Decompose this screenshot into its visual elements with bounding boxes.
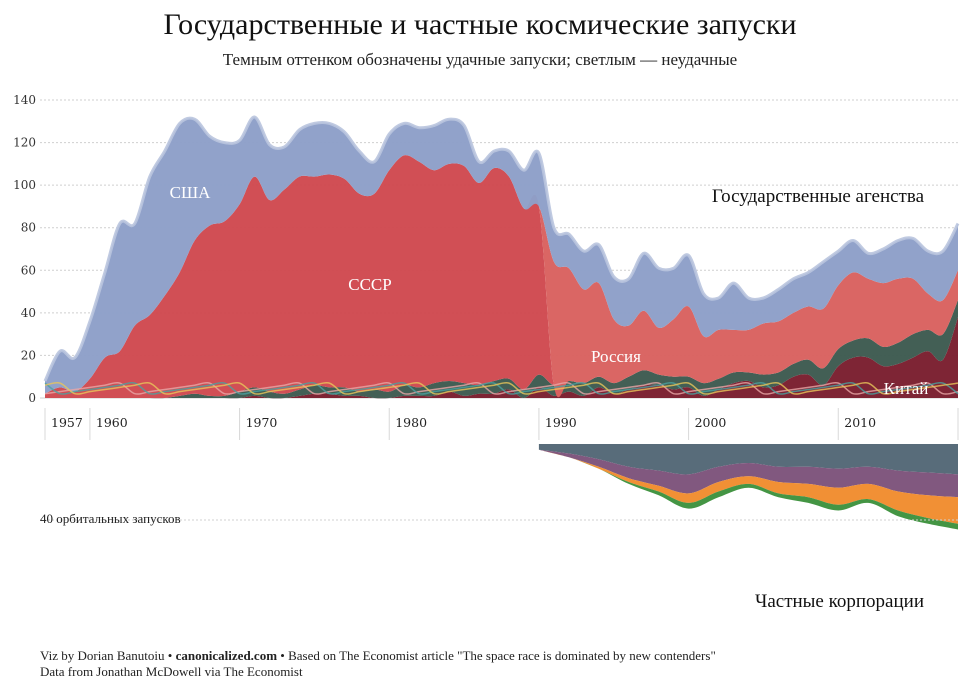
- x-tick-label: 1970: [246, 415, 278, 430]
- x-tick-label: 1957: [51, 415, 83, 430]
- label-government: Государственные агенства: [712, 186, 925, 207]
- x-tick-label: 1990: [545, 415, 577, 430]
- area-other: [45, 300, 958, 399]
- label-private: Частные корпорации: [755, 591, 924, 612]
- private-area-private_orange: [538, 449, 958, 524]
- y-tick-label: 20: [21, 348, 36, 362]
- y-axis: 0 20 40 60 80 100 120 140: [13, 93, 36, 405]
- label-russia: Россия: [591, 347, 641, 366]
- label-china: Китай: [884, 379, 929, 398]
- minor-series-line: [44, 381, 959, 395]
- footer-prefix: Viz by Dorian Banutoiu •: [40, 648, 176, 663]
- label-private-scale: 40 орбитальных запусков: [40, 511, 181, 526]
- usa-failed-band: [43, 115, 960, 382]
- footer-suffix: • Based on The Economist article "The sp…: [277, 648, 716, 663]
- government-areas: [43, 115, 960, 399]
- y-tick-label: 100: [13, 178, 36, 192]
- minor-series-line: [44, 381, 959, 395]
- label-usa: США: [170, 183, 211, 202]
- y-tick-label: 80: [21, 221, 36, 235]
- y-tick-label: 40: [21, 306, 36, 320]
- x-tick-label: 2010: [844, 415, 876, 430]
- footer-line-1: Viz by Dorian Banutoiu • canonicalized.c…: [40, 648, 716, 664]
- x-tick-label: 2000: [695, 415, 727, 430]
- area-labels: США СССР Россия Китай Государственные агенст…: [40, 183, 928, 612]
- private-areas: [40, 444, 958, 530]
- label-ussr: СССР: [348, 275, 391, 294]
- area-russia: [45, 155, 958, 398]
- y-tick-label: 60: [21, 263, 36, 277]
- footer-line-2: Data from Jonathan McDowell via The Econ…: [40, 664, 303, 679]
- x-tick-label: 1960: [96, 415, 128, 430]
- x-axis: 19571960197019801990200020102018: [44, 408, 959, 440]
- chart-subtitle: Темным оттенком обозначены удачные запус…: [222, 50, 738, 69]
- y-tick-label: 120: [13, 136, 36, 150]
- footer-link[interactable]: canonicalized.com: [175, 648, 278, 663]
- private-area-private_dark: [538, 444, 958, 475]
- y-tick-label: 0: [28, 391, 36, 405]
- minor-series-line: [44, 381, 959, 395]
- y-tick-label: 140: [13, 93, 36, 107]
- area-china: [45, 317, 958, 399]
- x-tick-label: 1980: [395, 415, 427, 430]
- chart-title: Государственные и частные космические за…: [163, 8, 797, 41]
- area-ussr: [45, 155, 958, 399]
- area-usa: [45, 116, 958, 394]
- private-area-private_purple: [538, 449, 958, 498]
